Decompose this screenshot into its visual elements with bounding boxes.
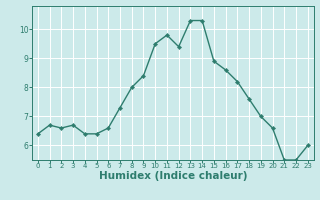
X-axis label: Humidex (Indice chaleur): Humidex (Indice chaleur) xyxy=(99,171,247,181)
